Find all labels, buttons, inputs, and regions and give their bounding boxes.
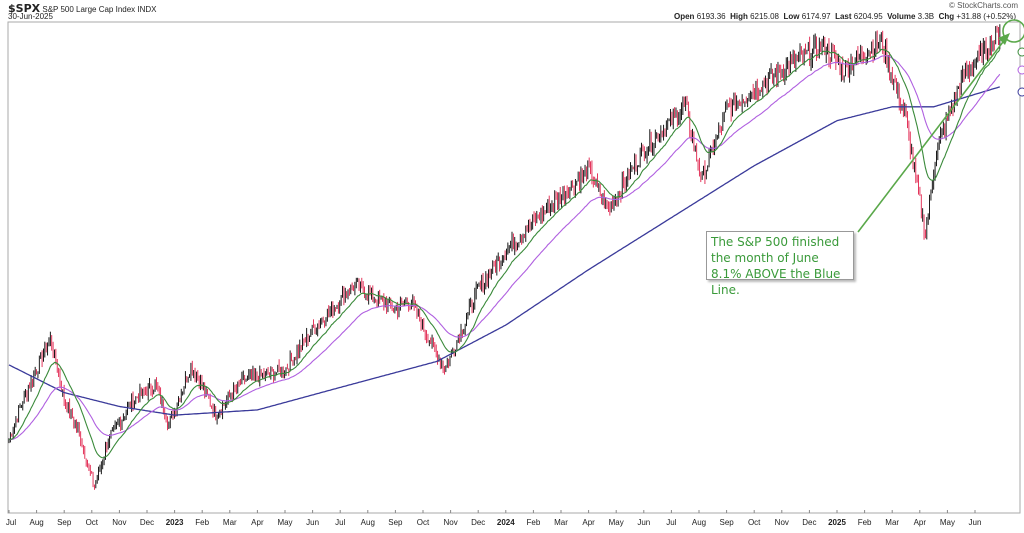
x-tick-label: Jul xyxy=(666,518,677,527)
x-tick-label: May xyxy=(608,518,624,527)
index-name: S&P 500 Large Cap Index xyxy=(42,5,136,14)
chart-date: 30-Jun-2025 xyxy=(8,12,53,21)
symbol-title: $SPX S&P 500 Large Cap Index INDX xyxy=(8,2,157,15)
x-tick-label: Feb xyxy=(195,518,210,527)
x-tick-label: Sep xyxy=(57,518,72,527)
x-tick-label: Jun xyxy=(637,518,651,527)
medium-ema-line xyxy=(8,55,1001,441)
last-label: Last xyxy=(835,12,852,21)
x-tick-label: Feb xyxy=(526,518,541,527)
chg-value: +31.88 (+0.52%) xyxy=(956,12,1016,21)
x-tick-label: Mar xyxy=(222,518,237,527)
quote-summary: Open 6193.36 High 6215.08 Low 6174.97 La… xyxy=(674,12,1016,21)
x-tick-label: Feb xyxy=(857,518,872,527)
plot-frame xyxy=(7,21,1021,514)
exchange: INDX xyxy=(137,5,157,14)
ma200-line xyxy=(8,86,1000,416)
x-tick-label: Mar xyxy=(885,518,900,527)
x-tick-label: Dec xyxy=(471,518,486,527)
x-tick-label: Oct xyxy=(747,518,761,527)
medium-ema-end-marker xyxy=(1017,65,1024,75)
open-value: 6193.36 xyxy=(696,12,726,21)
x-tick-label: Dec xyxy=(802,518,817,527)
brand-watermark: © StockCharts.com xyxy=(948,1,1018,10)
x-tick-label: Oct xyxy=(85,518,99,527)
x-tick-label: Mar xyxy=(554,518,568,527)
x-tick-label: Jul xyxy=(5,518,17,527)
x-tick-label: Apr xyxy=(582,518,595,527)
x-tick-label: Nov xyxy=(112,518,127,527)
x-tick-label: Nov xyxy=(774,518,789,527)
high-value: 6215.08 xyxy=(750,12,779,21)
x-tick-label: Aug xyxy=(29,518,44,527)
last-value: 6204.95 xyxy=(853,12,883,21)
low-label: Low xyxy=(783,12,800,21)
annotation-box: The S&P 500 finished the month of June 8… xyxy=(706,231,854,297)
highlight-circle xyxy=(1002,19,1024,43)
x-tick-label: Sep xyxy=(388,518,403,527)
ticker: $SPX xyxy=(8,2,41,15)
x-tick-label: Apr xyxy=(913,518,927,527)
volume-value: 3.3B xyxy=(917,12,935,21)
x-tick-label: 2024 xyxy=(496,518,515,527)
x-tick-label: Aug xyxy=(360,518,375,527)
short-ema-line xyxy=(8,48,1001,459)
x-tick-label: Jun xyxy=(968,518,982,527)
low-value: 6174.97 xyxy=(801,12,831,21)
x-tick-label: 2025 xyxy=(828,518,846,527)
chg-label: Chg xyxy=(938,12,955,21)
x-tick-label: Apr xyxy=(251,518,264,527)
x-tick-label: Aug xyxy=(691,518,707,527)
ma200-end-marker xyxy=(1017,87,1024,97)
open-label: Open xyxy=(674,12,695,21)
x-tick-label: Sep xyxy=(719,518,734,527)
x-tick-label: 2023 xyxy=(165,518,184,527)
x-tick-label: May xyxy=(939,518,955,527)
x-tick-label: May xyxy=(277,518,293,527)
high-label: High xyxy=(730,12,748,21)
x-tick-label: Oct xyxy=(416,518,430,527)
volume-label: Volume xyxy=(887,12,916,21)
short-ema-end-marker xyxy=(1017,47,1024,57)
arrow-head-icon xyxy=(998,33,1010,45)
x-tick-label: Jul xyxy=(335,518,346,527)
x-tick-label: Jun xyxy=(306,518,320,527)
x-tick-label: Nov xyxy=(443,518,458,527)
annotation-arrow xyxy=(857,37,1007,233)
x-tick-label: Dec xyxy=(139,518,155,527)
